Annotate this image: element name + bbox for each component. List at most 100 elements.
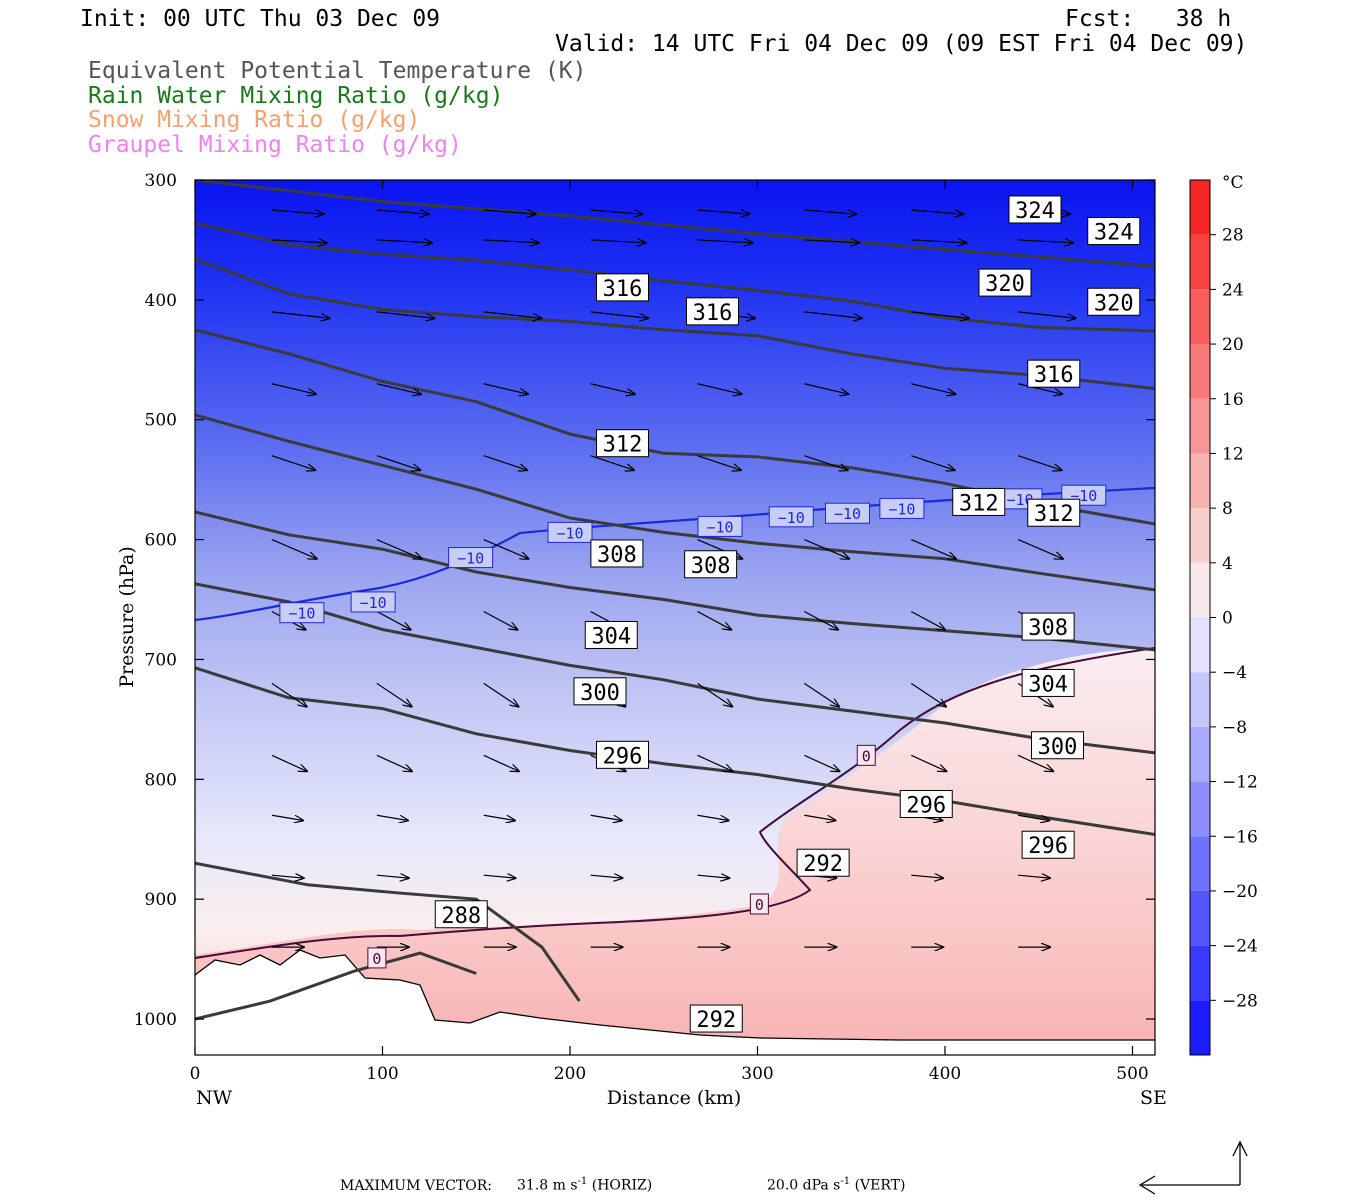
wind-vector <box>1017 455 1062 471</box>
wind-vector <box>483 682 519 706</box>
theta-e-contour-300 <box>195 582 1155 755</box>
theta-e-contour-308 <box>195 413 1155 592</box>
theta-e-label: 304 <box>584 620 638 649</box>
max-vector-vert: 20.0 dPa s-1 (VERT) <box>767 1176 906 1194</box>
wind-vector <box>1018 311 1076 318</box>
x-endpoint-left: NW <box>196 1087 233 1109</box>
wind-vector <box>376 455 421 471</box>
svg-text:320: 320 <box>1094 291 1134 316</box>
theta-e-label: 296 <box>1021 830 1075 859</box>
x-axis-label: Distance (km) <box>607 1087 742 1109</box>
colorbar-tick-label: −16 <box>1222 827 1258 847</box>
svg-text:304: 304 <box>591 624 631 649</box>
wind-vector <box>271 209 324 214</box>
colorbar-tick-label: −24 <box>1222 937 1258 957</box>
warm-region <box>195 648 1155 1040</box>
wind-vector <box>804 610 838 630</box>
wind-vector <box>911 383 955 394</box>
wind-vector <box>804 209 856 214</box>
valid-time: Valid: 14 UTC Fri 04 Dec 09 (09 EST Fri … <box>555 31 1248 57</box>
wind-vector <box>590 240 646 243</box>
wind-vector <box>376 311 435 318</box>
svg-text:−10: −10 <box>1006 491 1033 509</box>
theta-e-label: 292 <box>689 1004 743 1033</box>
wind-vector <box>1018 814 1049 820</box>
wind-vector <box>911 240 966 243</box>
wind-vector <box>697 875 730 878</box>
isotherm-label: −10 <box>768 506 814 528</box>
colorbar-tick-label: 4 <box>1222 554 1233 574</box>
theta-e-label: 296 <box>899 789 953 818</box>
isotherm-label: −10 <box>547 521 593 543</box>
x-tick-label: 200 <box>554 1064 586 1084</box>
wind-vector <box>697 610 732 630</box>
y-tick-label: 700 <box>145 650 177 670</box>
svg-text:312: 312 <box>1034 502 1074 527</box>
wind-vector <box>910 610 945 630</box>
wind-vector <box>1017 383 1062 394</box>
x-tick-label: 300 <box>741 1064 773 1084</box>
svg-text:296: 296 <box>906 793 946 818</box>
wind-vector <box>697 814 729 820</box>
isotherm-label: −10 <box>448 547 494 569</box>
wind-vector <box>697 455 742 471</box>
wind-vector <box>804 682 839 706</box>
wind-vector <box>376 240 432 243</box>
wind-vector <box>911 311 969 318</box>
wind-vector <box>376 383 421 394</box>
wind-vector <box>271 875 304 878</box>
isotherm-label: −10 <box>279 602 325 624</box>
forecast-hour: Fcst: 38 h <box>1065 6 1232 32</box>
isotherm-label: 0 <box>749 893 769 915</box>
y-tick-label: 500 <box>145 411 177 431</box>
wind-vector <box>376 539 422 559</box>
svg-text:308: 308 <box>691 554 731 579</box>
wind-vector <box>483 455 528 471</box>
colorbar-tick-label: 0 <box>1222 609 1233 629</box>
wind-vector <box>697 209 750 214</box>
theta-e-contour-296 <box>195 666 1155 836</box>
wind-vector <box>804 383 848 394</box>
legend-rain: Rain Water Mixing Ratio (g/kg) <box>88 83 504 109</box>
terrain <box>195 950 1155 1055</box>
legend-snow: Snow Mixing Ratio (g/kg) <box>88 107 421 133</box>
svg-text:312: 312 <box>603 433 643 458</box>
theta-e-label: 316 <box>1027 359 1081 388</box>
theta-e-contour-292-lower <box>195 861 581 1002</box>
svg-text:300: 300 <box>1038 735 1078 760</box>
svg-text:296: 296 <box>1028 834 1068 859</box>
y-tick-label: 800 <box>145 770 177 790</box>
svg-text:316: 316 <box>1034 363 1074 388</box>
y-tick-label: 300 <box>145 171 177 191</box>
wind-vector <box>483 539 529 559</box>
wind-vector <box>590 455 635 471</box>
svg-text:292: 292 <box>696 1008 736 1033</box>
colorbar-tick-label: −28 <box>1222 991 1258 1011</box>
svg-text:300: 300 <box>580 681 620 706</box>
wind-vector <box>1018 875 1050 878</box>
theta-e-label: 316 <box>686 297 739 326</box>
wind-vector <box>910 682 946 706</box>
svg-text:0: 0 <box>862 747 871 765</box>
colorbar-unit: °C <box>1222 173 1244 193</box>
wind-vector <box>911 754 946 771</box>
plot-frame <box>194 179 1156 1056</box>
x-endpoint-right: SE <box>1140 1087 1167 1109</box>
colorbar-tick-label: −4 <box>1222 663 1247 683</box>
wind-vector <box>911 875 943 878</box>
svg-text:324: 324 <box>1015 199 1055 224</box>
isotherm-label: −10 <box>825 502 870 524</box>
wind-vector <box>483 754 519 771</box>
wind-vector <box>483 383 528 394</box>
theta-e-label: 308 <box>1021 612 1075 641</box>
wind-vector <box>911 455 955 471</box>
wind-vector <box>804 539 849 559</box>
wind-vector <box>376 875 409 878</box>
svg-text:−10: −10 <box>706 518 733 536</box>
wind-vector <box>1018 240 1073 243</box>
theta-e-contour-288-lower <box>195 951 477 1021</box>
y-tick-label: 400 <box>145 291 177 311</box>
x-tick-label: 0 <box>190 1064 201 1084</box>
svg-text:292: 292 <box>803 852 843 877</box>
colorbar-tick-label: 12 <box>1222 444 1244 464</box>
